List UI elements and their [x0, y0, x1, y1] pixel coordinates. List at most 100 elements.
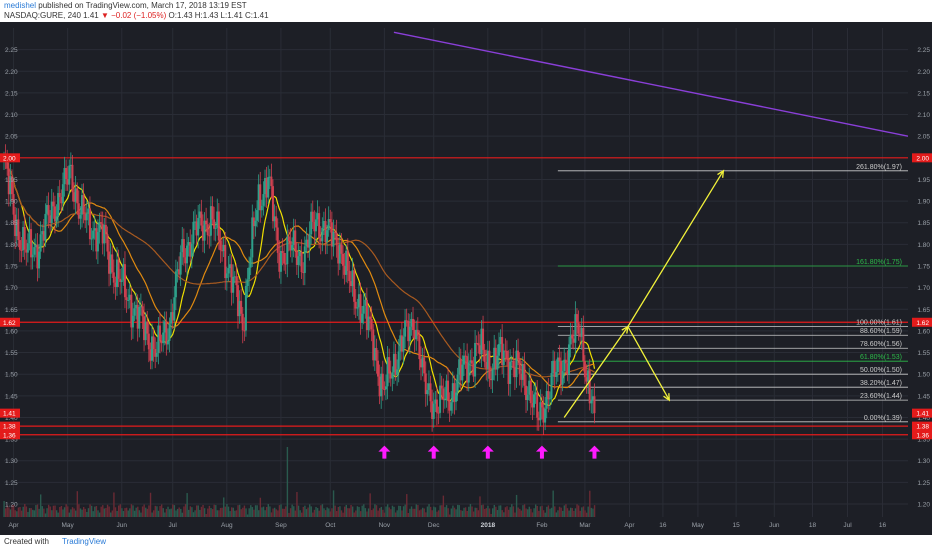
candle-body — [534, 392, 537, 395]
candle-body — [435, 399, 438, 413]
price-chart[interactable]: 261.80%(1.97) 161.80%(1.75) 100.00%(1.61)8… — [0, 22, 932, 535]
volume-bar — [476, 507, 478, 517]
y-tick-label-right: 1.75 — [917, 264, 930, 271]
volume-bar — [339, 506, 341, 517]
y-tick-label-left: 1.60 — [5, 328, 18, 335]
volume-bar — [366, 511, 368, 517]
volume-bar — [347, 508, 349, 517]
y-tick-label-left: 1.75 — [5, 264, 18, 271]
volume-bar — [312, 512, 314, 517]
author-link[interactable]: medishel — [4, 1, 37, 10]
candle-body — [338, 244, 341, 264]
volume-bar — [149, 492, 152, 517]
candle-body — [259, 184, 262, 211]
x-tick-label: Jul — [843, 522, 852, 529]
volume-bar — [388, 507, 390, 517]
volume-bar — [331, 508, 333, 517]
price-tag-left — [0, 408, 20, 418]
candle-body — [268, 176, 271, 178]
candle-body — [111, 254, 114, 273]
volume-bar — [28, 508, 31, 517]
candle-body — [555, 372, 558, 377]
candle-body — [160, 340, 163, 344]
volume-bar — [555, 512, 558, 517]
volume-bar — [304, 505, 306, 517]
tradingview-logo[interactable]: TradingView — [62, 537, 107, 546]
volume-bar — [439, 505, 441, 517]
candle-body — [65, 167, 68, 180]
fib-level-label: 88.60%(1.59) — [860, 328, 902, 335]
candle-body — [342, 253, 344, 266]
volume-bar — [404, 504, 406, 517]
volume-bar — [41, 506, 43, 517]
volume-bar — [592, 508, 594, 517]
candle-body — [410, 318, 413, 327]
candle-body — [151, 336, 154, 361]
volume-bar — [82, 507, 85, 517]
volume-bar — [219, 507, 222, 517]
y-axis-background-right — [908, 22, 932, 535]
candle-body — [109, 254, 112, 274]
volume-bar — [133, 510, 136, 517]
volume-bar — [242, 507, 244, 517]
volume-bar — [536, 505, 538, 517]
volume-bar — [499, 505, 502, 517]
volume-bar — [414, 508, 416, 517]
price-tag-label-left: 2.00 — [3, 155, 16, 162]
candle-body — [348, 270, 351, 282]
candle-body — [23, 227, 26, 250]
volume-bar — [286, 447, 289, 517]
candle-body — [246, 279, 249, 286]
y-tick-label-left: 1.95 — [5, 177, 18, 184]
volume-bar — [22, 506, 24, 517]
y-tick-label-left: 1.55 — [5, 350, 18, 357]
volume-bar — [86, 511, 88, 517]
volume-bar — [393, 506, 395, 517]
volume-bar — [560, 507, 562, 517]
candle-body — [455, 392, 457, 402]
publish-info: medishel published on TradingView.com, M… — [4, 1, 247, 10]
y-tick-label-left: 1.90 — [5, 199, 18, 206]
volume-bar — [36, 504, 39, 517]
candle-body — [381, 373, 384, 390]
candle-body — [582, 327, 585, 362]
volume-bar — [453, 507, 456, 517]
candle-body — [33, 247, 36, 255]
volume-bar — [315, 506, 317, 517]
volume-bar — [579, 510, 581, 517]
volume-bar — [191, 507, 193, 517]
volume-bar — [371, 510, 373, 517]
volume-bar — [410, 506, 413, 517]
volume-bar — [437, 510, 440, 517]
volume-bar — [398, 505, 400, 517]
y-tick-label-left: 2.10 — [5, 112, 18, 119]
volume-bar — [30, 508, 32, 517]
fib-level-label: 38.20%(1.47) — [860, 380, 902, 387]
y-tick-label-right: 1.80 — [917, 242, 930, 249]
candle-body — [216, 211, 219, 228]
x-tick-label: 2018 — [481, 522, 496, 529]
candle-body — [507, 359, 510, 384]
volume-bar — [372, 508, 375, 517]
x-tick-label: Dec — [428, 522, 440, 529]
volume-bar — [106, 504, 109, 517]
volume-bar — [492, 508, 494, 517]
volume-bar — [495, 506, 497, 517]
volume-bar — [351, 506, 354, 517]
volume-bar — [418, 510, 421, 517]
volume-bar — [95, 506, 98, 517]
volume-bar — [277, 510, 279, 517]
candle-body — [383, 389, 386, 391]
candle-body — [42, 231, 45, 241]
volume-bar — [97, 510, 99, 517]
x-tick-label: Jul — [169, 522, 178, 529]
y-tick-label-left: 1.20 — [5, 502, 18, 509]
volume-bar — [11, 505, 13, 517]
candle-body — [505, 350, 508, 360]
candle-body — [230, 264, 233, 293]
y-tick-label-right: 2.25 — [917, 47, 930, 54]
candle-body — [31, 254, 34, 258]
volume-bar — [59, 507, 61, 517]
candle-body — [93, 228, 96, 231]
volume-bar — [102, 505, 104, 517]
